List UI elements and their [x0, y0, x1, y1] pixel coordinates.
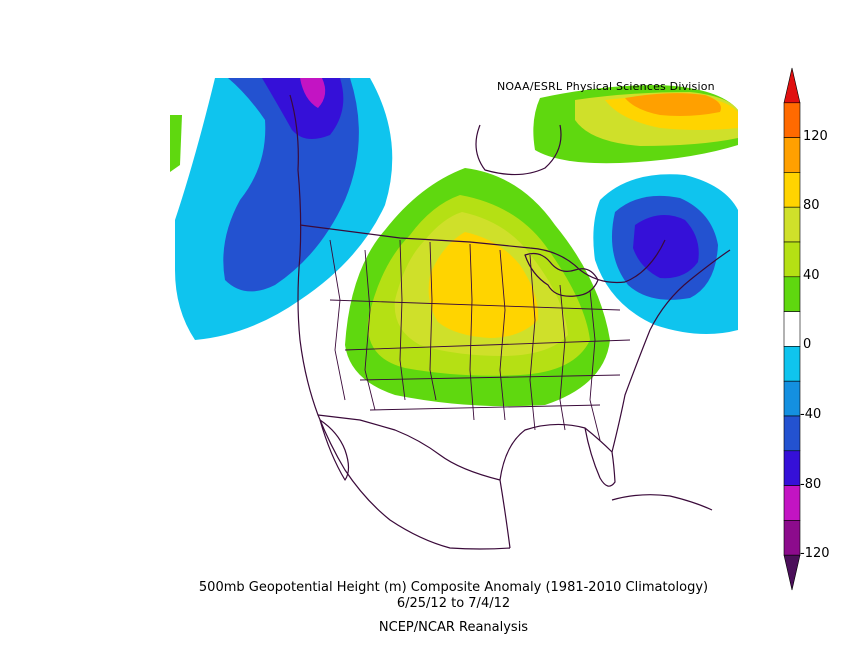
- northeast-ridge-plus100: [625, 93, 721, 116]
- west-green-sliver: [170, 115, 182, 172]
- baja-line: [319, 419, 350, 481]
- west-trough-minus80: [300, 78, 326, 108]
- state-line-8: [559, 284, 566, 431]
- great-lakes-line: [524, 252, 599, 297]
- colorbar-label: 40: [803, 267, 820, 283]
- gulf-coast-line: [499, 423, 613, 549]
- credit-text: NOAA/ESRL Physical Sciences Division: [497, 80, 715, 93]
- state-line-2: [364, 249, 376, 411]
- caption-source: NCEP/NCAR Reanalysis: [378, 620, 529, 635]
- caption-title: 500mb Geopotential Height (m) Composite …: [198, 580, 709, 595]
- state-line-4: [429, 241, 437, 401]
- florida-line: [584, 427, 616, 487]
- colorbar-label: 120: [803, 128, 828, 144]
- colorbar-label: 80: [803, 198, 820, 214]
- colorbar-label: -120: [800, 546, 830, 562]
- state-boundaries: [329, 239, 631, 441]
- canada-border-line: [299, 224, 666, 284]
- colorbar-label: -80: [800, 476, 822, 492]
- mexico-border-line: [317, 414, 501, 481]
- coastlines: [289, 94, 731, 550]
- state-line-9: [589, 289, 601, 441]
- colorbar-label: 0: [803, 337, 812, 353]
- atlantic-coast-line: [611, 249, 731, 453]
- anomaly-field: [170, 78, 738, 407]
- central-ridge-plus80: [428, 232, 539, 338]
- state-line-5: [469, 243, 475, 421]
- caption-dates: 6/25/12 to 7/4/12: [396, 596, 511, 611]
- cuba-line: [611, 494, 713, 511]
- hudson-bay-line: [475, 124, 562, 176]
- state-line-13: [369, 404, 601, 411]
- state-line-10: [329, 299, 621, 311]
- state-line-3: [399, 239, 406, 401]
- state-line-1: [329, 239, 346, 401]
- state-line-12: [359, 374, 621, 381]
- state-line-6: [499, 249, 506, 421]
- state-line-7: [529, 254, 536, 431]
- state-line-11: [344, 339, 631, 351]
- northeast-trough-minus60: [633, 215, 699, 279]
- pacific-coast-line: [289, 94, 511, 550]
- colorbar-label: -40: [800, 407, 822, 422]
